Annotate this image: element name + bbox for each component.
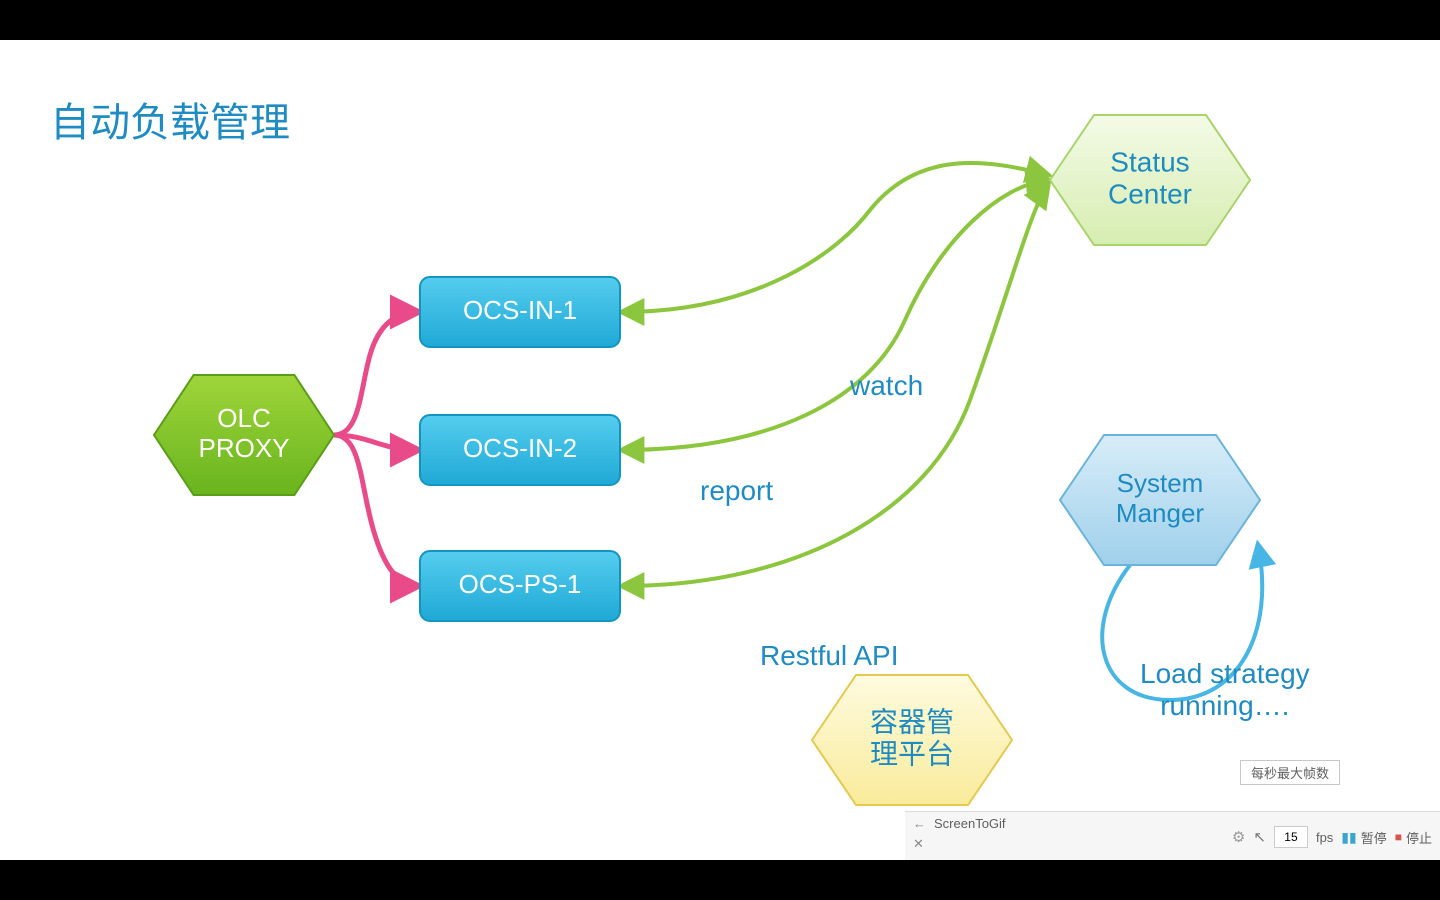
diagram-stage: 自动负载管理 OLCPROXYOCS-IN-1OCS-IN-2OCS-PS-1S… [0,40,1440,860]
label-report: report [700,475,773,507]
fps-input[interactable] [1274,826,1308,848]
back-icon[interactable]: ← [913,816,926,831]
edge-pink-0 [334,312,418,435]
label-loadstrategy: Load strategy running…. [1140,658,1310,722]
settings-icon[interactable]: ⚙ [1232,828,1245,846]
label-restful: Restful API [760,640,899,672]
screentogif-toolbar: ← ScreenToGif ✕ ⚙ ↖ fps ▮▮ 暂停 ■ 停止 [905,811,1440,860]
node-status-label: StatusCenter [1108,146,1192,209]
node-ocs_in_1-label: OCS-IN-1 [463,295,577,325]
node-status: StatusCenter [1050,115,1250,245]
node-ocs_in_2-label: OCS-IN-2 [463,433,577,463]
node-ocs_ps_1: OCS-PS-1 [420,551,620,621]
edge-pink-2 [334,435,418,586]
app-name-label: ScreenToGif [934,816,1006,831]
node-sysmgr-label: SystemManger [1116,468,1204,528]
diagram-svg: OLCPROXY OCS-IN-1 OCS-IN-2 OCS-PS-1 StatusCe… [0,40,1440,860]
fps-tooltip: 每秒最大帧数 [1240,760,1340,785]
stop-button[interactable]: ■ 停止 [1395,828,1432,847]
edge-green-1 [622,180,1048,450]
pause-icon: ▮▮ [1341,829,1356,846]
node-sysmgr: SystemManger [1060,435,1260,565]
node-olc: OLCPROXY [154,375,334,495]
edge-green-0 [622,163,1048,312]
cursor-icon[interactable]: ↖ [1253,828,1266,846]
stop-label: 停止 [1406,828,1432,847]
close-icon[interactable]: ✕ [913,836,924,852]
pause-button[interactable]: ▮▮ 暂停 [1341,828,1386,847]
node-container-label: 容器管理平台 [870,706,954,769]
pause-label: 暂停 [1361,828,1387,847]
node-ocs_in_2: OCS-IN-2 [420,415,620,485]
fps-unit-label: fps [1316,830,1333,845]
label-watch: watch [850,370,923,402]
stop-icon: ■ [1395,830,1402,844]
node-container: 容器管理平台 [812,675,1012,805]
node-ocs_in_1: OCS-IN-1 [420,277,620,347]
node-ocs_ps_1-label: OCS-PS-1 [459,569,582,599]
